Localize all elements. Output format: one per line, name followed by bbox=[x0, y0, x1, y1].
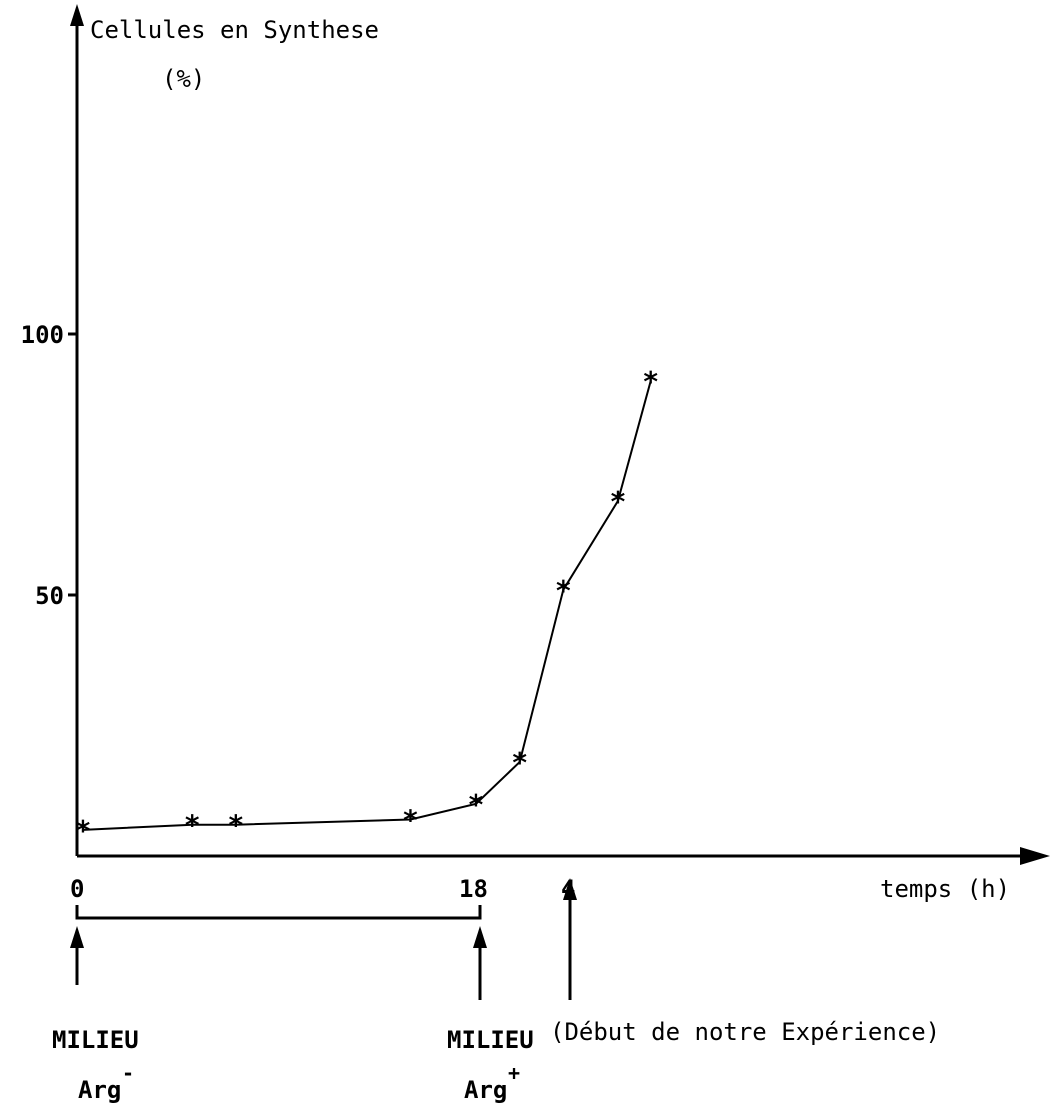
data-point: * bbox=[403, 803, 418, 836]
medium-minus-label: MILIEU bbox=[52, 1026, 139, 1054]
arrow-medium-plus-head bbox=[473, 926, 487, 948]
medium-plus-sup: + bbox=[508, 1061, 520, 1085]
x-tick-label-18: 18 bbox=[459, 875, 488, 903]
data-point: * bbox=[611, 485, 626, 518]
arrow-experiment-head bbox=[563, 878, 577, 900]
data-point: * bbox=[643, 365, 658, 398]
series-line bbox=[82, 380, 652, 831]
medium-minus-sup: - bbox=[122, 1061, 134, 1085]
experiment-start-label: (Début de notre Expérience) bbox=[550, 1018, 940, 1046]
medium-plus-label: MILIEU bbox=[447, 1026, 534, 1054]
x-tick-label-0: 0 bbox=[70, 875, 84, 903]
data-point: * bbox=[185, 809, 200, 842]
y-tick-label-50: 50 bbox=[35, 582, 64, 610]
y-axis-unit: (%) bbox=[162, 65, 205, 93]
y-ticks: 50 100 bbox=[21, 321, 77, 610]
data-point: * bbox=[512, 746, 527, 779]
period-bracket bbox=[75, 905, 482, 920]
y-axis-arrow bbox=[70, 4, 84, 26]
series-layer: * * * * * * * * * bbox=[76, 365, 659, 847]
y-axis-title: Cellules en Synthese bbox=[90, 16, 379, 44]
x-axis-arrow bbox=[1020, 847, 1050, 865]
data-point: * bbox=[469, 788, 484, 821]
y-tick-label-100: 100 bbox=[21, 321, 64, 349]
x-axis-title: temps (h) bbox=[880, 875, 1010, 903]
arrow-medium-minus-head bbox=[70, 926, 84, 948]
data-point: * bbox=[556, 574, 571, 607]
data-point: * bbox=[229, 809, 244, 842]
medium-plus-sub: Arg bbox=[464, 1076, 507, 1104]
medium-minus-sub: Arg bbox=[78, 1076, 121, 1104]
data-point: * bbox=[76, 814, 91, 847]
